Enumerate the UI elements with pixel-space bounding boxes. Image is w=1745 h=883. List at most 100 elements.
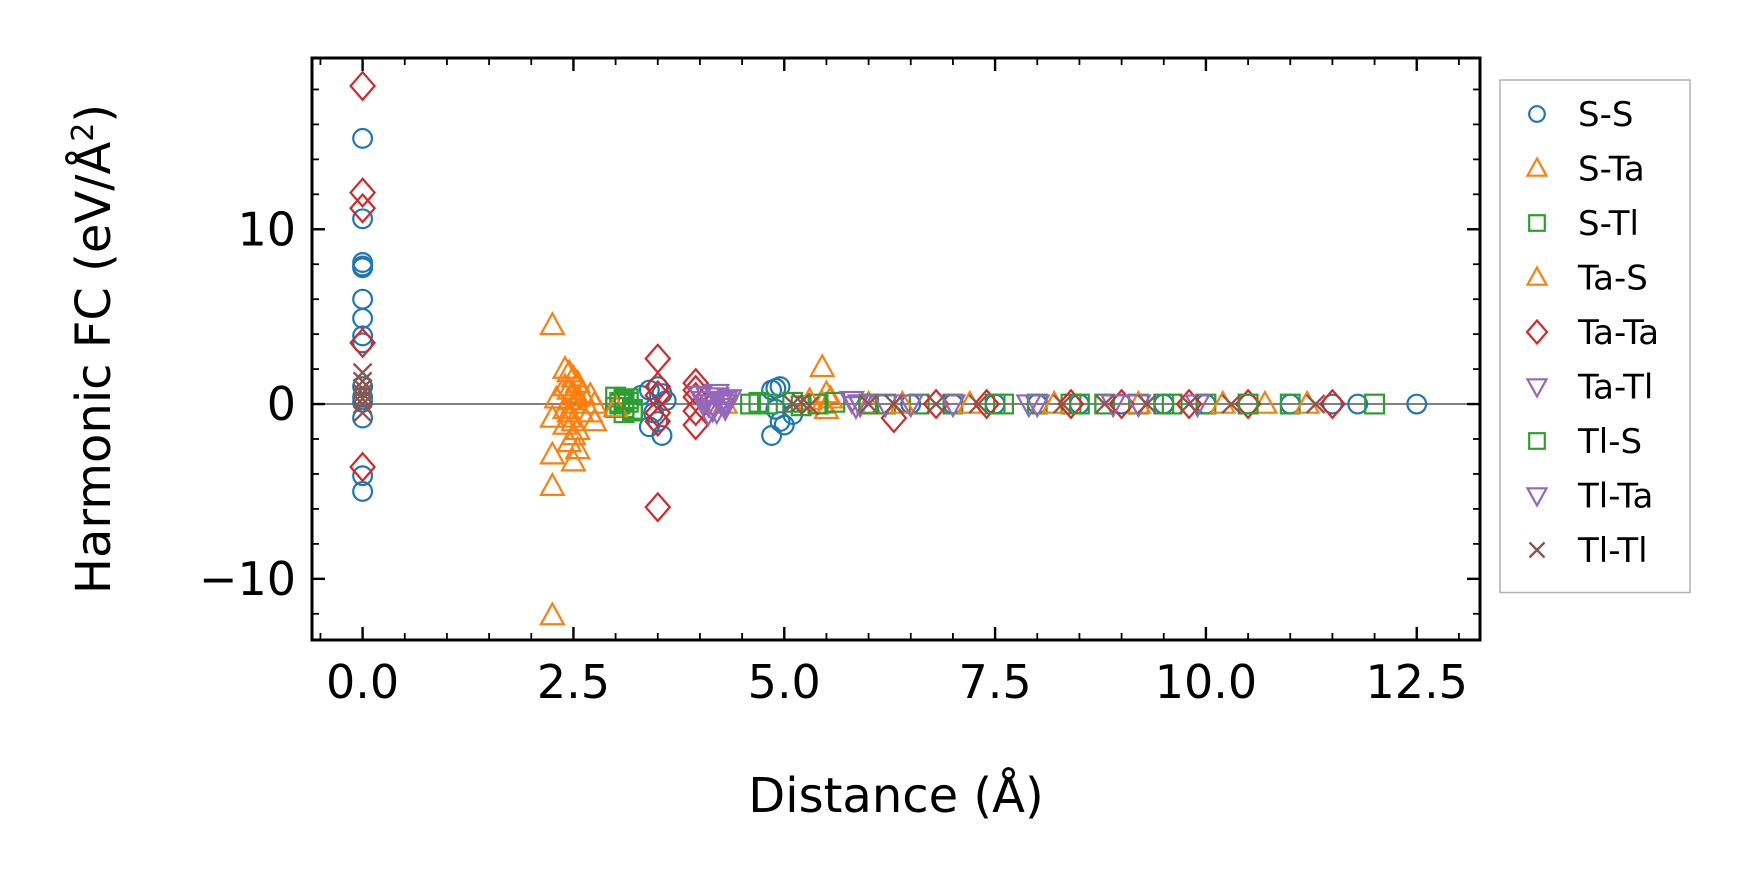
point-tl-tl xyxy=(352,362,373,383)
point-ta-s xyxy=(602,393,629,418)
point-tl-ta xyxy=(711,390,739,415)
point-tl-s xyxy=(622,398,643,420)
legend-label-ta-ta: Ta-Ta xyxy=(1577,313,1659,353)
point-ta-ta xyxy=(349,70,377,102)
legend-item-s-ta: S-Ta xyxy=(1525,150,1645,190)
point-ta-ta xyxy=(644,491,672,523)
point-tl-tl xyxy=(926,394,946,414)
point-tl-tl-stroke-b xyxy=(799,395,820,416)
point-tl-tl xyxy=(1221,394,1242,414)
legend-item-s-s: S-S xyxy=(1528,95,1633,135)
legend: S-S S-Ta S-Tl Ta-S Ta-Ta Ta-Tl Tl-S Tl-Ta Tl-Tl xyxy=(1499,79,1691,594)
y-axis-label-main: Harmonic FC (eV/Å xyxy=(65,142,122,595)
point-ta-ta xyxy=(644,397,672,429)
point-tl-tl-stroke-b xyxy=(1052,394,1073,414)
legend-item-tl-tl: Tl-Tl xyxy=(1528,531,1648,571)
point-tl-tl-stroke-b xyxy=(352,388,373,409)
point-tl-tl-stroke-b xyxy=(858,394,879,414)
point-ta-ta xyxy=(349,192,377,224)
point-tl-tl xyxy=(1179,394,1199,414)
point-ta-ta xyxy=(644,406,672,438)
point-tl-ta xyxy=(939,394,967,419)
axis-ticks-layer xyxy=(312,58,1480,640)
series-tl-ta xyxy=(695,387,1152,426)
plot-frame xyxy=(310,56,1482,642)
legend-item-tl-ta: Tl-Ta xyxy=(1525,477,1653,517)
legend-marker-ta-ta xyxy=(1525,318,1549,346)
y-tick-label: 10 xyxy=(237,202,296,256)
legend-marker-tl-ta xyxy=(1525,487,1549,508)
legend-item-s-tl: S-Tl xyxy=(1528,204,1639,244)
point-s-ta xyxy=(808,353,836,378)
point-tl-tl xyxy=(782,394,803,414)
point-s-ta xyxy=(581,407,608,432)
legend-label-tl-s: Tl-S xyxy=(1577,422,1642,462)
legend-marker-tl-tl xyxy=(1528,541,1546,559)
point-tl-s xyxy=(1068,393,1090,415)
y-tick-label: −10 xyxy=(199,552,296,606)
point-ta-ta xyxy=(973,388,1001,420)
point-s-s xyxy=(352,127,374,149)
point-tl-ta xyxy=(1023,394,1051,419)
series-tl-tl xyxy=(352,362,1326,423)
point-ta-ta xyxy=(349,451,377,483)
point-s-s xyxy=(1347,393,1369,415)
point-tl-tl-stroke-b xyxy=(1305,394,1326,414)
legend-item-tl-s: Tl-S xyxy=(1528,422,1642,462)
legend-item-ta-tl: Ta-Tl xyxy=(1525,368,1653,408)
point-s-ta xyxy=(539,403,566,428)
point-ta-ta xyxy=(644,343,672,375)
x-tick-label: 7.5 xyxy=(959,655,1032,709)
data-points-layer xyxy=(349,70,1428,626)
point-ta-tl xyxy=(686,385,714,410)
point-tl-tl-stroke-b xyxy=(782,394,803,414)
point-ta-ta xyxy=(1234,388,1262,420)
point-tl-tl xyxy=(1137,394,1157,414)
point-s-s xyxy=(1406,393,1428,415)
point-s-tl xyxy=(824,391,846,413)
x-tick-label: 10.0 xyxy=(1155,655,1257,709)
y-axis-label: Harmonic FC (eV/Å2) xyxy=(65,104,122,594)
legend-item-ta-ta: Ta-Ta xyxy=(1525,313,1659,353)
point-ta-ta xyxy=(349,327,377,359)
point-tl-tl-stroke-b xyxy=(352,402,373,423)
point-tl-ta xyxy=(695,387,722,412)
legend-marker-s-s xyxy=(1528,105,1546,123)
point-tl-tl xyxy=(799,395,820,416)
point-s-ta xyxy=(539,601,566,626)
point-tl-tl xyxy=(858,394,879,414)
legend-label-ta-s: Ta-S xyxy=(1577,259,1648,299)
point-ta-ta xyxy=(1175,388,1203,420)
point-tl-tl-stroke-b xyxy=(352,394,373,414)
point-s-ta xyxy=(539,440,566,465)
x-axis-label: Distance (Å) xyxy=(748,767,1043,824)
point-tl-s xyxy=(1237,393,1259,415)
legend-items: S-S S-Ta S-Tl Ta-S Ta-Ta Ta-Tl Tl-S Tl-Ta Tl-Tl xyxy=(1525,95,1659,571)
legend-label-ta-tl: Ta-Tl xyxy=(1577,368,1653,408)
legend-marker-s-ta xyxy=(1525,156,1549,177)
point-ta-ta xyxy=(1057,388,1085,420)
series-s-s xyxy=(352,127,1428,502)
x-tick-label: 0.0 xyxy=(326,655,399,709)
point-ta-s xyxy=(555,398,583,423)
point-ta-tl xyxy=(842,396,870,421)
legend-label-s-tl: S-Tl xyxy=(1578,204,1639,244)
point-tl-tl-stroke-b xyxy=(791,392,811,413)
point-tl-tl-stroke-b xyxy=(968,394,989,414)
legend-label-s-ta: S-Ta xyxy=(1578,150,1645,190)
point-tl-tl-stroke-b xyxy=(1179,394,1199,414)
point-ta-ta xyxy=(349,177,377,209)
legend-marker-tl-s xyxy=(1528,432,1546,450)
point-s-s xyxy=(352,407,374,429)
point-ta-ta xyxy=(682,409,710,441)
point-s-s xyxy=(352,307,374,329)
point-tl-tl-stroke-b xyxy=(1094,394,1115,414)
point-tl-s xyxy=(1153,393,1175,415)
legend-marker-s-tl xyxy=(1528,214,1546,232)
point-s-s xyxy=(1321,393,1343,415)
point-s-s xyxy=(761,425,783,446)
point-s-ta xyxy=(539,311,566,336)
point-tl-tl xyxy=(352,402,373,423)
legend-marker-ta-s xyxy=(1525,265,1549,286)
